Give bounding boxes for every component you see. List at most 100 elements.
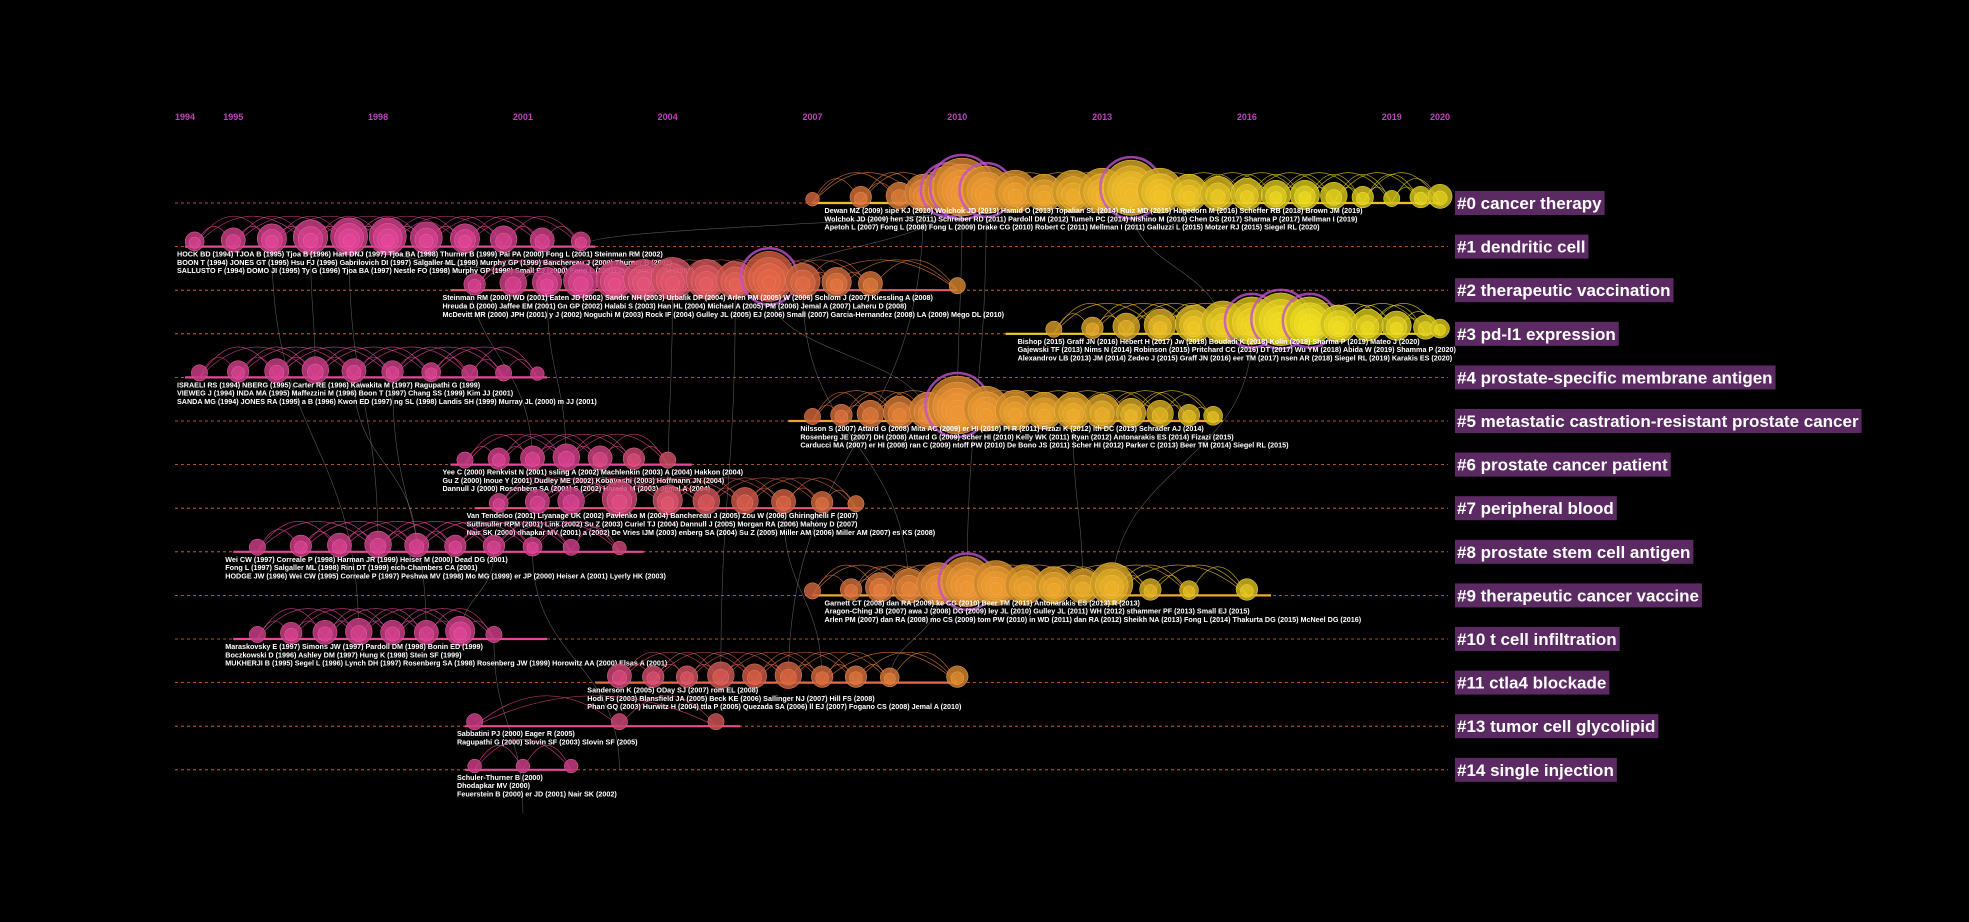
reference-node[interactable] xyxy=(1383,190,1401,207)
reference-node[interactable] xyxy=(487,447,510,470)
reference-node[interactable] xyxy=(1289,179,1320,210)
reference-node[interactable] xyxy=(525,489,550,514)
cluster-label[interactable]: #1 dendritic cell xyxy=(1455,234,1589,259)
reference-node[interactable] xyxy=(675,665,699,688)
reference-node[interactable] xyxy=(840,578,863,601)
reference-node[interactable] xyxy=(1351,308,1384,342)
reference-node[interactable] xyxy=(946,665,969,688)
reference-node[interactable] xyxy=(495,364,513,382)
reference-node[interactable] xyxy=(1381,310,1412,341)
reference-node[interactable] xyxy=(731,487,759,515)
reference-node[interactable] xyxy=(1320,181,1348,210)
reference-node[interactable] xyxy=(421,362,441,382)
reference-node[interactable] xyxy=(571,231,591,252)
reference-node[interactable] xyxy=(1203,406,1223,426)
reference-node[interactable] xyxy=(1409,186,1432,209)
reference-node[interactable] xyxy=(805,192,820,207)
reference-node[interactable] xyxy=(264,358,290,384)
reference-node[interactable] xyxy=(587,445,613,471)
reference-node[interactable] xyxy=(847,495,865,513)
reference-node[interactable] xyxy=(811,665,834,688)
reference-node[interactable] xyxy=(739,247,799,306)
reference-node[interactable] xyxy=(413,619,439,645)
reference-node[interactable] xyxy=(1054,391,1093,430)
reference-node[interactable] xyxy=(227,360,250,383)
reference-node[interactable] xyxy=(456,451,474,469)
reference-node[interactable] xyxy=(963,385,1010,432)
reference-node[interactable] xyxy=(563,263,599,299)
reference-node[interactable] xyxy=(652,485,683,516)
reference-node[interactable] xyxy=(1139,578,1162,601)
reference-node[interactable] xyxy=(530,366,545,381)
reference-node[interactable] xyxy=(1170,173,1208,212)
reference-node[interactable] xyxy=(1034,566,1073,605)
reference-node[interactable] xyxy=(466,713,484,731)
reference-node[interactable] xyxy=(1235,578,1258,601)
reference-node[interactable] xyxy=(529,227,555,253)
reference-node[interactable] xyxy=(292,219,329,255)
reference-node[interactable] xyxy=(552,443,580,471)
reference-node[interactable] xyxy=(1081,316,1104,339)
reference-node[interactable] xyxy=(482,534,505,557)
reference-node[interactable] xyxy=(256,223,287,254)
reference-node[interactable] xyxy=(1430,318,1450,339)
cluster-label[interactable]: #0 cancer therapy xyxy=(1455,191,1605,215)
cluster-label[interactable]: #4 prostate-specific membrane antigen xyxy=(1455,365,1776,390)
cluster-label[interactable]: #6 prostate cancer patient xyxy=(1455,452,1671,477)
cluster-label[interactable]: #11 ctla4 blockade xyxy=(1455,670,1610,695)
cluster-label[interactable]: #9 therapeutic cancer vaccine xyxy=(1455,583,1702,608)
reference-node[interactable] xyxy=(607,663,632,689)
reference-node[interactable] xyxy=(804,408,821,425)
reference-node[interactable] xyxy=(515,758,531,774)
reference-node[interactable] xyxy=(1230,177,1264,211)
reference-node[interactable] xyxy=(865,572,896,603)
reference-node[interactable] xyxy=(1260,179,1291,210)
reference-node[interactable] xyxy=(184,231,205,252)
reference-node[interactable] xyxy=(485,626,503,643)
reference-node[interactable] xyxy=(1427,183,1453,209)
reference-node[interactable] xyxy=(520,445,545,471)
reference-node[interactable] xyxy=(856,399,885,428)
reference-node[interactable] xyxy=(771,489,796,514)
reference-node[interactable] xyxy=(692,487,720,515)
cluster-label[interactable]: #7 peripheral blood xyxy=(1455,496,1617,521)
reference-node[interactable] xyxy=(659,451,677,469)
reference-node[interactable] xyxy=(445,615,476,646)
reference-node[interactable] xyxy=(248,538,266,556)
reference-node[interactable] xyxy=(489,225,518,253)
reference-node[interactable] xyxy=(312,619,338,645)
reference-node[interactable] xyxy=(1146,399,1174,428)
reference-node[interactable] xyxy=(248,626,266,643)
reference-node[interactable] xyxy=(1137,167,1183,214)
reference-node[interactable] xyxy=(467,758,482,774)
reference-node[interactable] xyxy=(774,661,803,689)
reference-node[interactable] xyxy=(1351,186,1374,209)
reference-node[interactable] xyxy=(601,481,637,517)
reference-node[interactable] xyxy=(595,261,634,299)
reference-node[interactable] xyxy=(557,487,585,515)
reference-node[interactable] xyxy=(1200,175,1236,212)
reference-node[interactable] xyxy=(651,257,694,300)
reference-node[interactable] xyxy=(858,271,883,296)
reference-node[interactable] xyxy=(811,491,834,514)
reference-node[interactable] xyxy=(742,663,767,689)
reference-node[interactable] xyxy=(883,395,916,429)
cluster-label[interactable]: #10 t cell infiltration xyxy=(1455,627,1620,651)
reference-node[interactable] xyxy=(191,364,208,382)
reference-node[interactable] xyxy=(1281,292,1338,349)
reference-node[interactable] xyxy=(410,221,443,255)
reference-node[interactable] xyxy=(948,277,966,295)
cluster-label[interactable]: #14 single injection xyxy=(1455,757,1617,782)
reference-node[interactable] xyxy=(958,161,1015,218)
reference-node[interactable] xyxy=(879,667,900,688)
reference-node[interactable] xyxy=(381,360,404,383)
reference-node[interactable] xyxy=(1045,320,1063,338)
cluster-label[interactable]: #2 therapeutic vaccination xyxy=(1455,278,1674,303)
reference-node[interactable] xyxy=(1179,580,1199,600)
reference-node[interactable] xyxy=(301,356,329,384)
reference-node[interactable] xyxy=(522,536,543,557)
reference-node[interactable] xyxy=(364,530,392,559)
reference-node[interactable] xyxy=(804,582,821,600)
reference-node[interactable] xyxy=(1177,404,1201,427)
reference-node[interactable] xyxy=(327,532,352,558)
